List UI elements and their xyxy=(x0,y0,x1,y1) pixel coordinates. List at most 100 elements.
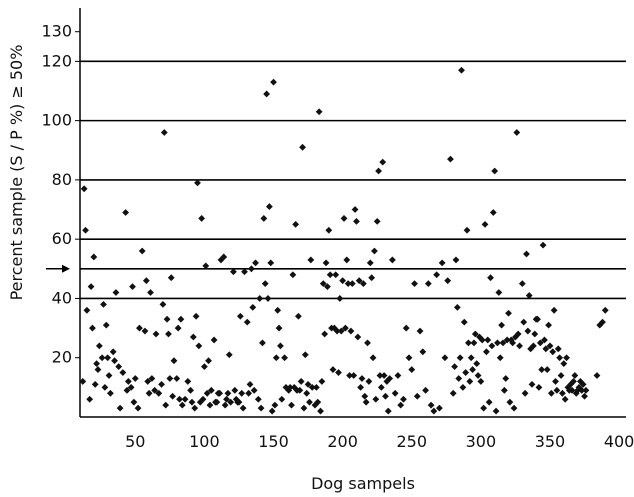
data-point xyxy=(571,372,578,379)
y-tick-label: 120 xyxy=(41,51,72,70)
data-point xyxy=(103,322,110,329)
data-point xyxy=(143,277,150,284)
data-point xyxy=(252,259,259,266)
data-point xyxy=(395,372,402,379)
data-point xyxy=(169,393,176,400)
data-point xyxy=(458,67,465,74)
data-point xyxy=(281,354,288,361)
data-point xyxy=(370,354,377,361)
data-point xyxy=(361,393,368,400)
data-point xyxy=(482,221,489,228)
data-point xyxy=(457,354,464,361)
data-point xyxy=(417,328,424,335)
x-tick-label: 200 xyxy=(327,432,358,451)
data-point xyxy=(147,289,154,296)
data-point xyxy=(184,378,191,385)
data-point xyxy=(354,334,361,341)
data-point xyxy=(505,310,512,317)
data-point xyxy=(501,387,508,394)
data-point xyxy=(475,372,482,379)
gridlines xyxy=(80,61,626,298)
data-point xyxy=(119,369,126,376)
data-point xyxy=(179,402,186,409)
y-tick-label: 20 xyxy=(52,348,72,367)
data-point xyxy=(486,399,493,406)
data-point xyxy=(523,251,530,258)
data-point xyxy=(392,390,399,397)
data-point xyxy=(301,405,308,412)
data-point xyxy=(364,340,371,347)
data-point xyxy=(86,396,93,403)
data-point xyxy=(256,295,263,302)
data-point xyxy=(244,319,251,326)
data-point xyxy=(487,274,494,281)
data-point xyxy=(160,301,167,308)
y-tick-label: 130 xyxy=(41,22,72,41)
data-point xyxy=(406,354,413,361)
data-point xyxy=(477,378,484,385)
data-point xyxy=(374,218,381,225)
data-point xyxy=(385,408,392,415)
data-point xyxy=(307,257,314,264)
y-tick-label: 40 xyxy=(52,288,72,307)
data-point xyxy=(292,221,299,228)
data-point xyxy=(558,372,565,379)
data-point xyxy=(225,390,232,397)
data-point xyxy=(540,242,547,249)
data-point xyxy=(471,340,478,347)
x-tick-labels: 50 100 150 200 250 300 350 400 xyxy=(125,432,634,451)
data-point xyxy=(419,348,426,355)
data-point xyxy=(581,393,588,400)
data-point xyxy=(142,328,149,335)
data-point xyxy=(274,307,281,314)
data-point xyxy=(198,215,205,222)
data-point xyxy=(336,295,343,302)
data-points xyxy=(79,67,608,415)
data-point xyxy=(101,384,108,391)
data-point xyxy=(303,390,310,397)
data-point xyxy=(255,396,262,403)
data-point xyxy=(158,381,165,388)
data-point xyxy=(262,280,269,287)
data-point xyxy=(442,354,449,361)
data-point xyxy=(489,342,496,349)
data-point xyxy=(306,399,313,406)
data-point xyxy=(248,265,255,272)
data-point xyxy=(502,375,509,382)
x-tick-label: 100 xyxy=(189,432,220,451)
data-point xyxy=(339,277,346,284)
x-tick-label: 250 xyxy=(396,432,427,451)
data-point xyxy=(93,360,100,367)
data-point xyxy=(96,342,103,349)
data-point xyxy=(298,378,305,385)
data-point xyxy=(201,363,208,370)
data-point xyxy=(462,369,469,376)
data-point xyxy=(408,366,415,373)
data-point xyxy=(461,319,468,326)
data-point xyxy=(382,393,389,400)
data-point xyxy=(161,129,168,136)
data-point xyxy=(132,375,139,382)
data-point xyxy=(139,248,146,255)
data-point xyxy=(323,259,330,266)
data-point xyxy=(302,351,309,358)
data-point xyxy=(231,387,238,394)
data-point xyxy=(357,384,364,391)
data-point xyxy=(269,408,276,415)
data-point xyxy=(454,304,461,311)
data-point xyxy=(117,405,124,412)
data-point xyxy=(190,334,197,341)
data-point xyxy=(372,396,379,403)
data-point xyxy=(490,209,497,216)
data-point xyxy=(444,277,451,284)
data-point xyxy=(146,390,153,397)
axes xyxy=(80,8,626,417)
data-point xyxy=(559,390,566,397)
data-point xyxy=(350,372,357,379)
data-point xyxy=(313,384,320,391)
data-point xyxy=(563,354,570,361)
data-point xyxy=(451,363,458,370)
data-point xyxy=(270,79,277,86)
data-point xyxy=(267,259,274,266)
data-point xyxy=(520,319,527,326)
